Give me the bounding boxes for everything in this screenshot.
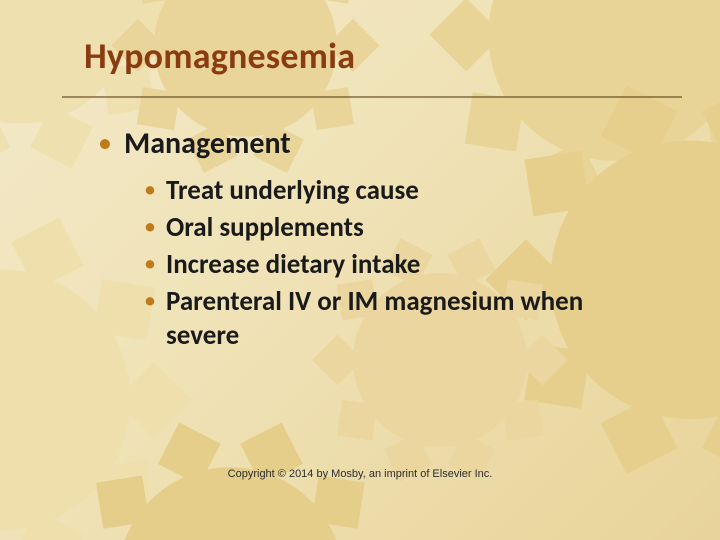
gear-decoration	[100, 450, 360, 540]
bullet-icon: •	[142, 211, 158, 245]
bullet-text: Parenteral IV or IM magnesium when sever…	[166, 285, 660, 353]
bullet-text: Increase dietary intake	[166, 248, 420, 282]
slide-title: Hypomagnesemia	[84, 34, 660, 78]
bullet-icon: •	[96, 126, 114, 162]
title-underline	[62, 96, 682, 98]
bullet-level2: • Treat underlying cause	[142, 174, 660, 208]
bullet-level2: • Parenteral IV or IM magnesium when sev…	[142, 285, 660, 353]
content-area: • Management • Treat underlying cause • …	[96, 126, 660, 356]
bullet-level2: • Increase dietary intake	[142, 248, 660, 282]
title-area: Hypomagnesemia	[84, 34, 660, 78]
bullet-icon: •	[142, 285, 158, 353]
bullet-level1: • Management	[96, 126, 660, 162]
bullet-icon: •	[142, 248, 158, 282]
slide: Hypomagnesemia • Management • Treat unde…	[0, 0, 720, 540]
bullet-level2: • Oral supplements	[142, 211, 660, 245]
bullet-text: Oral supplements	[166, 211, 364, 245]
bullet-icon: •	[142, 174, 158, 208]
bullet-level2-list: • Treat underlying cause • Oral suppleme…	[142, 174, 660, 353]
bullet-text: Treat underlying cause	[166, 174, 419, 208]
bullet-text: Management	[124, 126, 291, 162]
copyright-footer: Copyright © 2014 by Mosby, an imprint of…	[0, 468, 720, 480]
